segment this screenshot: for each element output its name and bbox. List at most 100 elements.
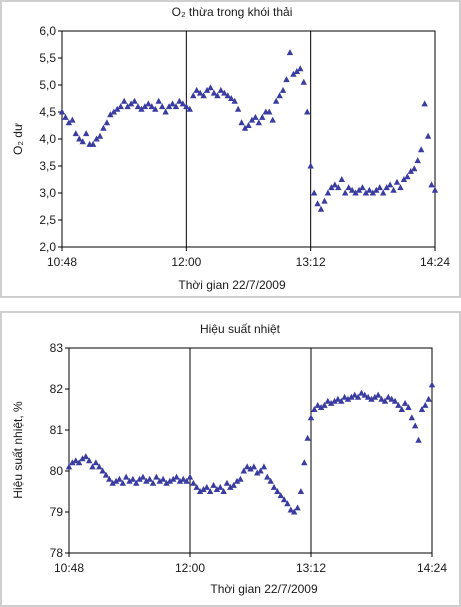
o2-data-point (231, 97, 238, 104)
efficiency-data-point (203, 483, 211, 490)
efficiency-y-tick-label: 82 (50, 382, 64, 396)
o2-data-point (297, 65, 304, 72)
efficiency-data-point (304, 434, 311, 441)
efficiency-data-point (210, 481, 217, 488)
o2-y-tick-label: 4,0 (39, 132, 56, 146)
o2-data-point (114, 105, 121, 112)
o2-data-point (255, 119, 263, 126)
efficiency-chart-title: Hiệu suất nhiệt (200, 322, 281, 336)
o2-data-point (238, 119, 245, 126)
o2-y-tick-label: 6,0 (39, 24, 56, 38)
o2-data-point (362, 189, 370, 196)
efficiency-data-point (277, 492, 284, 499)
efficiency-data-point (324, 397, 332, 404)
o2-data-point (210, 89, 218, 96)
efficiency-data-point (112, 477, 120, 484)
efficiency-data-point (196, 488, 204, 494)
o2-data-point (169, 100, 176, 107)
o2-data-point (248, 116, 256, 123)
efficiency-data-point (368, 395, 375, 402)
o2-data-point (183, 103, 190, 110)
efficiency-data-point (223, 479, 231, 486)
efficiency-data-point (351, 391, 358, 398)
o2-data-point (400, 176, 408, 182)
efficiency-data-point (270, 483, 278, 490)
efficiency-data-point (378, 395, 385, 402)
o2-data-point (373, 186, 380, 193)
efficiency-data-point (385, 393, 392, 400)
o2-data-point (411, 165, 418, 172)
o2-data-point (355, 186, 363, 193)
o2-data-point (424, 132, 432, 139)
o2-data-point (127, 100, 135, 107)
o2-data-point (196, 89, 204, 96)
o2-data-point (107, 111, 114, 118)
o2-data-point (252, 113, 259, 120)
o2-data-point (179, 100, 187, 107)
efficiency-data-point (415, 436, 422, 443)
o2-data-point (324, 189, 332, 196)
o2-data-point (155, 97, 162, 104)
efficiency-data-point (247, 465, 254, 472)
o2-data-point (138, 105, 145, 112)
efficiency-data-point (193, 483, 200, 490)
o2-data-point (286, 49, 294, 56)
efficiency-data-point (425, 395, 432, 402)
efficiency-data-point (257, 467, 264, 474)
o2-data-point (124, 103, 131, 110)
efficiency-data-point (240, 467, 247, 474)
efficiency-data-point (72, 457, 79, 464)
efficiency-data-point (284, 500, 291, 507)
o2-data-point (145, 100, 152, 107)
efficiency-data-point (102, 471, 110, 478)
o2-data-point (190, 92, 197, 99)
efficiency-data-point (348, 393, 355, 400)
o2-data-point (376, 184, 383, 191)
efficiency-data-point (166, 477, 174, 484)
o2-data-point (148, 103, 155, 110)
o2-data-point (152, 105, 159, 112)
o2-data-point (407, 167, 415, 174)
o2-data-point (269, 116, 276, 123)
efficiency-data-point (96, 463, 103, 470)
o2-data-point (72, 130, 80, 137)
efficiency-data-point (173, 473, 180, 480)
efficiency-data-point (321, 401, 328, 408)
efficiency-data-point (254, 469, 261, 476)
efficiency-data-point (149, 479, 157, 486)
efficiency-data-point (109, 479, 116, 486)
efficiency-data-point (274, 488, 281, 494)
efficiency-data-point (401, 399, 409, 406)
o2-data-point (110, 108, 118, 115)
efficiency-x-tick-label: 14:24 (417, 561, 447, 575)
efficiency-data-point (129, 475, 137, 482)
o2-chart-title: O₂ thừa trong khói thải (172, 5, 293, 19)
efficiency-x-axis-label: Thời gian 22/7/2009 (210, 582, 318, 596)
o2-data-point (217, 86, 225, 93)
efficiency-data-point (311, 406, 318, 412)
efficiency-y-axis-label: Hiệu suất nhiệt, % (11, 401, 25, 499)
efficiency-data-point (75, 459, 83, 466)
efficiency-data-point (176, 477, 184, 484)
efficiency-data-point (146, 475, 153, 482)
o2-data-point (276, 92, 283, 99)
o2-data-point (228, 95, 235, 101)
efficiency-y-tick-label: 78 (50, 546, 64, 560)
efficiency-data-point (418, 406, 426, 412)
efficiency-data-point (85, 457, 93, 464)
o2-data-point (158, 103, 166, 110)
efficiency-data-point (391, 397, 399, 404)
o2-data-point (307, 162, 314, 169)
o2-data-point (310, 189, 318, 196)
o2-data-point (241, 124, 249, 131)
efficiency-data-point (280, 496, 288, 503)
o2-y-tick-label: 3,0 (39, 186, 56, 200)
efficiency-data-point (422, 401, 429, 408)
efficiency-data-point (186, 473, 194, 480)
o2-data-point (321, 197, 328, 204)
efficiency-y-tick-label: 79 (50, 505, 64, 519)
o2-data-point (393, 178, 401, 185)
o2-data-point (69, 116, 76, 123)
o2-data-point (266, 108, 273, 115)
o2-data-point (290, 70, 297, 77)
